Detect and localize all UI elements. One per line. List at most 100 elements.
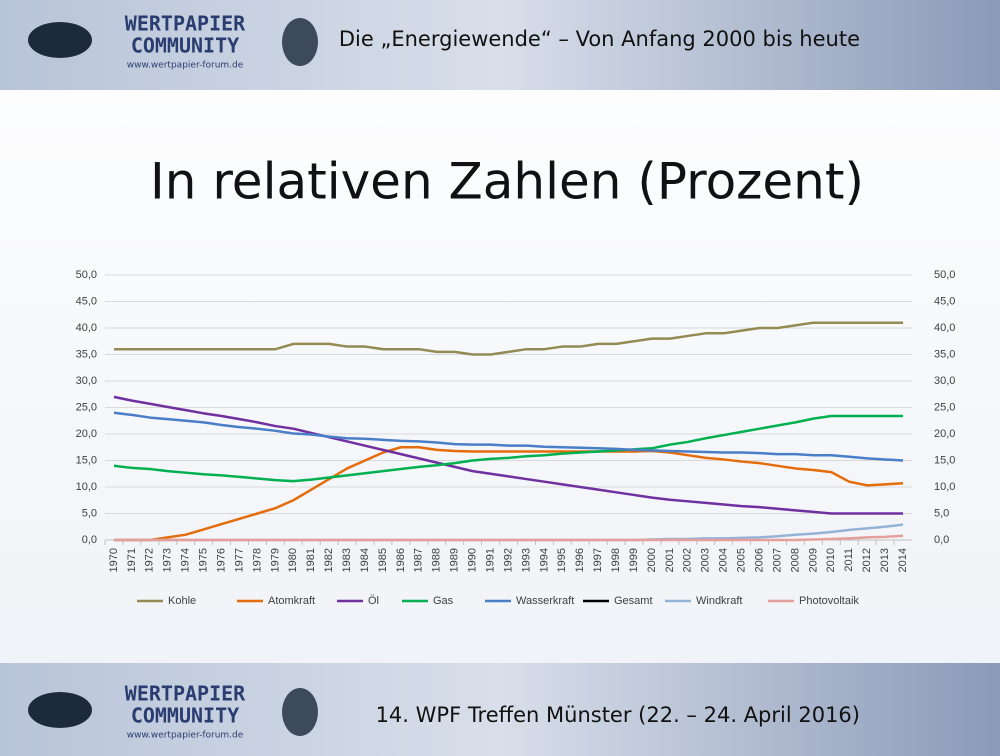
x-tick-label: 2005	[736, 548, 748, 572]
x-tick-label: 1998	[610, 548, 622, 572]
logo-line2: COMMUNITY	[131, 34, 239, 58]
logo-line1: WERTPAPIER	[125, 12, 246, 36]
y-tick-label: 35,0	[76, 348, 97, 360]
x-tick-label: 1991	[484, 548, 496, 572]
bear-icon	[282, 688, 318, 736]
x-tick-label: 1978	[251, 548, 263, 572]
x-tick-label: 2014	[897, 548, 909, 572]
x-tick-label: 2009	[807, 548, 819, 572]
series-line	[113, 446, 904, 542]
y2-tick-label: 35,0	[934, 348, 955, 360]
x-tick-label: 1970	[108, 548, 120, 572]
x-tick-label: 1986	[395, 548, 407, 572]
x-tick-label: 1974	[180, 548, 192, 572]
y-tick-label: 5,0	[82, 507, 97, 519]
y2-tick-label: 20,0	[934, 428, 955, 440]
logo-line2: COMMUNITY	[131, 704, 239, 728]
x-tick-label: 1971	[126, 548, 138, 572]
x-tick-label: 1989	[449, 548, 461, 572]
logo-line1: WERTPAPIER	[125, 682, 246, 706]
y-tick-label: 20,0	[76, 428, 97, 440]
x-tick-label: 2007	[771, 548, 783, 572]
y-tick-label: 10,0	[76, 481, 97, 493]
bull-icon	[28, 692, 92, 728]
x-tick-label: 1973	[162, 548, 174, 572]
bull-icon	[28, 22, 92, 58]
x-tick-label: 2001	[664, 548, 676, 572]
logo-url: www.wertpapier-forum.de	[127, 61, 244, 71]
x-tick-label: 2013	[879, 548, 891, 572]
y2-tick-label: 40,0	[934, 322, 955, 334]
x-tick-label: 1976	[215, 548, 227, 572]
x-tick-label: 2010	[825, 548, 837, 572]
x-tick-label: 2006	[753, 548, 765, 572]
x-tick-label: 2012	[861, 548, 873, 572]
x-tick-label: 1979	[269, 548, 281, 572]
y-tick-label: 25,0	[76, 401, 97, 413]
series-line	[113, 414, 904, 483]
x-tick-label: 1980	[287, 548, 299, 572]
y2-tick-label: 25,0	[934, 401, 955, 413]
y-tick-label: 45,0	[76, 295, 97, 307]
x-tick-label: 1984	[359, 548, 371, 572]
x-tick-label: 2011	[843, 548, 855, 572]
logo-url: www.wertpapier-forum.de	[127, 731, 244, 741]
legend-label: Windkraft	[696, 595, 742, 607]
series-line	[113, 395, 904, 515]
x-tick-label: 1997	[592, 548, 604, 572]
x-tick-label: 1985	[377, 548, 389, 572]
x-tick-label: 1992	[502, 548, 514, 572]
x-tick-label: 1995	[556, 548, 568, 572]
y2-tick-label: 45,0	[934, 295, 955, 307]
x-tick-label: 1972	[144, 548, 156, 572]
chart: 0,0 0,0 5,0 5,0 10,0 10,0 15,0 15,0 20,0 20,0 25,0…	[76, 269, 956, 607]
header-title: Die „Energiewende“ – Von Anfang 2000 bis…	[339, 27, 860, 51]
y-tick-label: 30,0	[76, 375, 97, 387]
x-tick-label: 1996	[574, 548, 586, 572]
x-tick-label: 1982	[323, 548, 335, 572]
legend-label: Wasserkraft	[516, 595, 574, 607]
x-tick-label: 1988	[431, 548, 443, 572]
chart-title: In relativen Zahlen (Prozent)	[150, 153, 864, 211]
legend-label: Gas	[433, 595, 454, 607]
y2-tick-label: 0,0	[934, 534, 949, 546]
legend-label: Kohle	[168, 595, 196, 607]
header-band	[0, 0, 1000, 90]
series-line	[113, 321, 904, 356]
y-tick-label: 40,0	[76, 322, 97, 334]
x-tick-label: 1990	[467, 548, 479, 572]
y2-tick-label: 15,0	[934, 454, 955, 466]
x-tick-label: 1994	[538, 548, 550, 572]
footer-band	[0, 663, 1000, 756]
y-tick-label: 0,0	[82, 534, 97, 546]
x-tick-label: 2003	[700, 548, 712, 572]
x-tick-label: 2000	[646, 548, 658, 572]
x-tick-label: 1977	[233, 548, 245, 572]
legend-label: Öl	[368, 595, 379, 607]
x-tick-label: 2008	[789, 548, 801, 572]
y-tick-label: 50,0	[76, 269, 97, 281]
x-tick-label: 1987	[413, 548, 425, 572]
x-tick-label: 1983	[341, 548, 353, 572]
legend-label: Atomkraft	[268, 595, 315, 607]
y2-tick-label: 50,0	[934, 269, 955, 281]
footer-text: 14. WPF Treffen Münster (22. – 24. April…	[376, 703, 860, 727]
series-line	[113, 411, 904, 462]
legend-label: Photovoltaik	[799, 595, 859, 607]
logo-bottom: WERTPAPIER COMMUNITY www.wertpapier-foru…	[28, 682, 318, 741]
legend-label: Gesamt	[614, 595, 653, 607]
y-tick-label: 15,0	[76, 454, 97, 466]
x-tick-label: 1981	[305, 548, 317, 572]
bear-icon	[282, 18, 318, 66]
x-tick-label: 2002	[682, 548, 694, 572]
x-tick-label: 2004	[718, 548, 730, 572]
logo-top: WERTPAPIER COMMUNITY www.wertpapier-foru…	[28, 12, 318, 71]
x-tick-label: 1975	[198, 548, 210, 572]
x-tick-label: 1999	[628, 548, 640, 572]
y2-tick-label: 10,0	[934, 481, 955, 493]
y2-tick-label: 30,0	[934, 375, 955, 387]
x-tick-label: 1993	[520, 548, 532, 572]
series-line	[113, 534, 904, 542]
